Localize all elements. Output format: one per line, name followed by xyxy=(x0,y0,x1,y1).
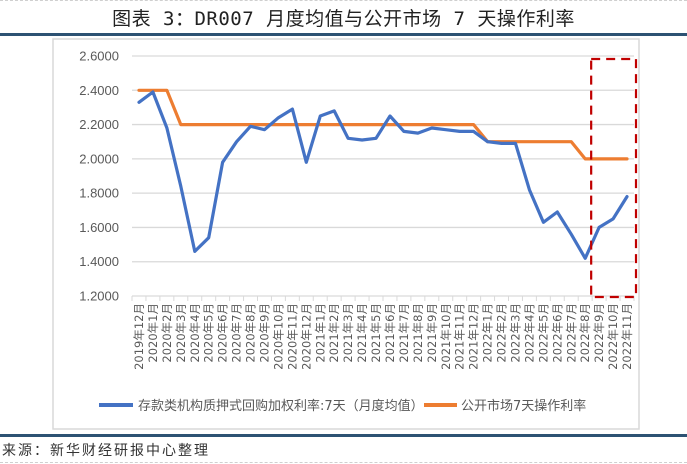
x-tick-label: 2020年5月 xyxy=(202,303,216,363)
y-tick-label: 1.2000 xyxy=(79,289,119,304)
x-tick-label: 2021年3月 xyxy=(341,303,355,363)
x-tick-label: 2020年7月 xyxy=(230,303,244,363)
x-tick-label: 2021年4月 xyxy=(355,303,369,363)
y-tick-label: 2.4000 xyxy=(79,83,119,98)
y-tick-label: 1.6000 xyxy=(79,220,119,235)
series-line xyxy=(137,90,629,260)
x-tick-label: 2022年5月 xyxy=(536,303,550,363)
x-tick-label: 2022年6月 xyxy=(550,303,564,363)
chart-title: 图表 3：DR007 月度均值与公开市场 7 天操作利率 xyxy=(112,8,575,30)
x-tick-label: 2020年3月 xyxy=(174,303,188,363)
legend-label-omo: 公开市场7天操作利率 xyxy=(461,398,586,414)
x-tick-label: 2020年1月 xyxy=(146,303,160,363)
x-tick-label: 2020年10月 xyxy=(271,303,285,370)
x-tick-label: 2022年10月 xyxy=(606,303,620,370)
y-tick-label: 1.4000 xyxy=(79,254,119,269)
x-tick-label: 2021年2月 xyxy=(327,303,341,363)
x-tick-label: 2021年6月 xyxy=(383,303,397,363)
x-tick-label: 2021年7月 xyxy=(397,303,411,363)
x-tick-label: 2022年7月 xyxy=(564,303,578,363)
legend: 存款类机构质押式回购加权利率:7天（月度均值） 公开市场7天操作利率 xyxy=(99,398,586,414)
bottom-dashed-border xyxy=(0,462,687,463)
x-tick-label: 2021年5月 xyxy=(369,303,383,363)
x-tick-label: 2020年4月 xyxy=(188,303,202,363)
x-tick-label: 2022年4月 xyxy=(522,303,536,363)
chart-area-border xyxy=(52,38,640,430)
x-axis xyxy=(131,295,635,301)
x-tick-label: 2020年2月 xyxy=(160,303,174,363)
x-tick-label: 2019年12月 xyxy=(132,303,146,370)
x-tick-label: 2020年9月 xyxy=(257,303,271,363)
highlight-box xyxy=(590,57,638,299)
x-tick-label: 2022年1月 xyxy=(481,303,495,363)
x-tick-label: 2020年6月 xyxy=(216,303,230,363)
x-tick-label: 2020年11月 xyxy=(285,303,299,370)
x-tick-label: 2021年10月 xyxy=(439,303,453,370)
footer-rule xyxy=(0,434,687,437)
source-note: 来源：新华财经研报中心整理 xyxy=(2,443,210,459)
x-tick-label: 2021年1月 xyxy=(313,303,327,363)
x-tick-label: 2022年11月 xyxy=(620,303,634,370)
legend-label-dr007: 存款类机构质押式回购加权利率:7天（月度均值） xyxy=(138,398,424,414)
x-tick-label: 2021年12月 xyxy=(467,303,481,370)
x-tick-label: 2022年9月 xyxy=(592,303,606,363)
x-tick-label: 2022年3月 xyxy=(508,303,522,363)
y-axis-ticks: 1.2000 1.4000 1.6000 1.8000 2.0000 2.2000 2.40… xyxy=(79,49,119,304)
x-tick-label: 2022年2月 xyxy=(495,303,509,363)
top-dashed-border xyxy=(0,0,687,1)
y-tick-label: 1.8000 xyxy=(79,186,119,201)
data-series xyxy=(137,88,629,260)
line-chart: 1.2000 1.4000 1.6000 1.8000 2.0000 2.2000 2.40… xyxy=(52,38,640,430)
x-tick-label: 2020年12月 xyxy=(299,303,313,370)
x-tick-label: 2020年8月 xyxy=(244,303,258,363)
x-tick-label: 2022年8月 xyxy=(578,303,592,363)
x-axis-labels: 2019年12月 2020年1月 2020年2月 2020年3月 2020年4月 2020… xyxy=(132,303,634,370)
title-rule xyxy=(0,33,687,36)
y-tick-label: 2.2000 xyxy=(79,117,119,132)
x-tick-label: 2021年9月 xyxy=(425,303,439,363)
y-tick-label: 2.6000 xyxy=(79,49,119,64)
x-tick-label: 2021年11月 xyxy=(453,303,467,370)
gridlines xyxy=(132,55,634,263)
x-tick-label: 2021年8月 xyxy=(411,303,425,363)
y-tick-label: 2.0000 xyxy=(79,151,119,166)
